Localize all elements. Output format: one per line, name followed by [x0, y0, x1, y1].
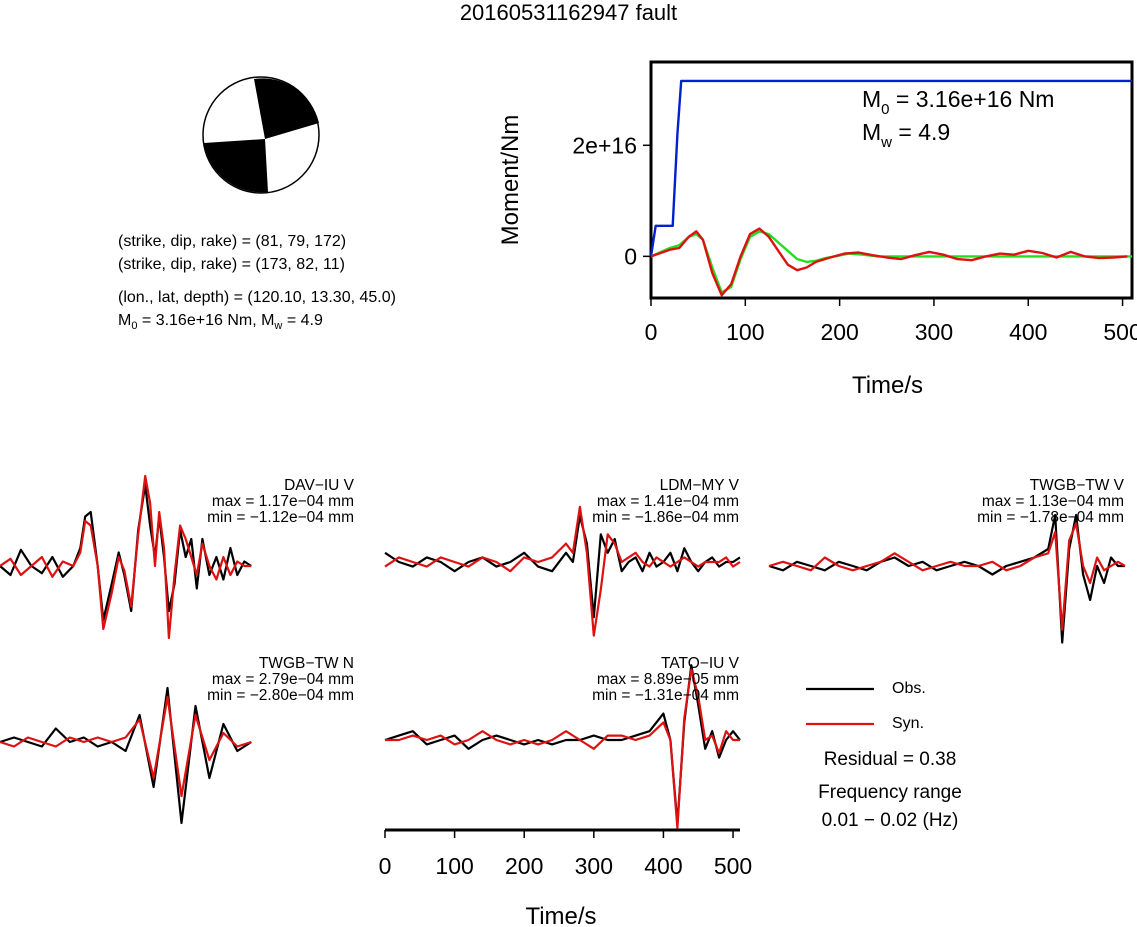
trace-0-syn: [0, 474, 252, 640]
moment-series-0: [649, 79, 1132, 257]
mechanism-line-1: (strike, dip, rake) = (81, 79, 172): [118, 233, 347, 250]
legend-obs-label: Obs.: [892, 680, 926, 697]
trace-1-obs: [384, 514, 741, 619]
moment-ytick-label: 0: [624, 243, 637, 269]
trace-3-obs: [0, 686, 252, 825]
moment-y-axis-label: Moment/Nm: [497, 115, 524, 246]
magnitude-line: M0 = 3.16e+16 Nm, Mw = 4.9: [118, 312, 323, 332]
figure-title: 20160531162947 fault: [459, 0, 678, 25]
trace-3-syn: [0, 695, 252, 798]
trace-2-syn: [768, 522, 1126, 631]
waveform-xtick-label: 300: [575, 853, 613, 879]
moment-xtick-label: 400: [1009, 319, 1047, 345]
beachball: [202, 76, 320, 194]
moment-xtick-label: 500: [1103, 319, 1137, 345]
moment-xtick-label: 300: [915, 319, 953, 345]
moment-ytick-label: 2e+16: [572, 132, 637, 158]
waveform-xtick-label: 100: [435, 853, 473, 879]
waveform-xtick-label: 400: [644, 853, 682, 879]
beachball-outline: [202, 76, 320, 194]
moment-m0-label: M0 = 3.16e+16 Nm: [862, 86, 1055, 118]
moment-xtick-label: 200: [820, 319, 858, 345]
trace-4-syn: [385, 668, 740, 830]
waveform-x-axis-label: Time/s: [525, 903, 596, 927]
trace-2-obs: [768, 513, 1125, 644]
moment-xtick-label: 0: [645, 319, 658, 345]
moment-series-2: [650, 227, 1128, 297]
moment-plot-frame: [649, 60, 1134, 300]
legend-syn-label: Syn.: [892, 715, 925, 732]
trace-1-syn: [384, 505, 741, 637]
frequency-range: 0.01 − 0.02 (Hz): [821, 810, 959, 831]
moment-xtick-label: 100: [726, 319, 764, 345]
waveform-xtick-label: 0: [379, 853, 392, 879]
trace-4-obs: [384, 664, 741, 825]
beachball-compression-quadrant: [254, 78, 319, 139]
beachball-compression-quadrant: [204, 139, 268, 193]
moment-x-axis-label: Time/s: [852, 372, 923, 399]
mechanism-line-2: (strike, dip, rake) = (173, 82, 11): [118, 256, 345, 273]
waveform-xtick-label: 500: [714, 853, 752, 879]
location-line: (lon., lat, depth) = (120.10, 13.30, 45.…: [118, 289, 396, 306]
moment-mw-label: Mw = 4.9: [862, 119, 951, 151]
frequency-title: Frequency range: [818, 782, 962, 803]
moment-series-1: [650, 230, 1132, 294]
residual-label: Residual = 0.38: [823, 749, 957, 770]
waveform-xtick-label: 200: [505, 853, 543, 879]
